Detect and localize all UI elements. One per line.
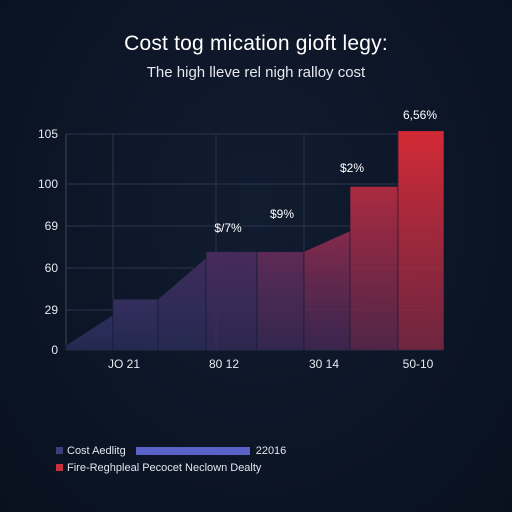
legend-swatch-2: [56, 464, 63, 471]
x-tick-label: JO 21: [108, 357, 140, 371]
y-tick-label: 60: [45, 261, 59, 275]
legend-label-1: Cost Aedlitg: [67, 444, 126, 457]
data-annotation: $9%: [270, 207, 294, 221]
y-tick-label: 69: [45, 219, 59, 233]
legend-value-1: 22016: [255, 444, 287, 457]
chart-title: Cost tog mication gioft legy:: [124, 32, 388, 55]
legend-item-2: Fire-Reghpleal Pecocet Neclown Dealty: [56, 459, 286, 476]
area-segment-3: [205, 251, 258, 351]
x-tick-label: 50-10: [403, 357, 434, 371]
area-segment-2: [157, 257, 207, 351]
y-tick-label: 0: [51, 343, 58, 357]
x-tick-label: 30 14: [309, 357, 339, 371]
data-annotation: $2%: [340, 161, 364, 175]
area-segment-0: [65, 314, 114, 351]
y-tick-label: 100: [38, 177, 58, 191]
area-segment-5: [303, 230, 351, 351]
legend-label-2: Fire-Reghpleal Pecocet Neclown Dealty: [67, 461, 262, 474]
y-tick-label: 105: [38, 127, 58, 141]
y-tick-label: 29: [45, 303, 59, 317]
chart-legend: Cost Aedlitg 22016 Fire-Reghpleal Pecoce…: [56, 442, 286, 476]
data-annotation: $/7%: [214, 221, 242, 235]
area-segment-4: [256, 251, 305, 351]
data-annotation: 6,56%: [403, 108, 437, 122]
x-tick-label: 80 12: [209, 357, 239, 371]
legend-bar: [135, 446, 250, 455]
chart-subtitle: The high lleve rel nigh ralloy cost: [146, 64, 366, 81]
area-segment-1: [112, 298, 159, 351]
legend-item-1: Cost Aedlitg 22016: [56, 442, 286, 459]
legend-swatch-1: [56, 447, 63, 454]
area-segment-7: [397, 130, 445, 351]
area-segment-6: [349, 186, 399, 351]
